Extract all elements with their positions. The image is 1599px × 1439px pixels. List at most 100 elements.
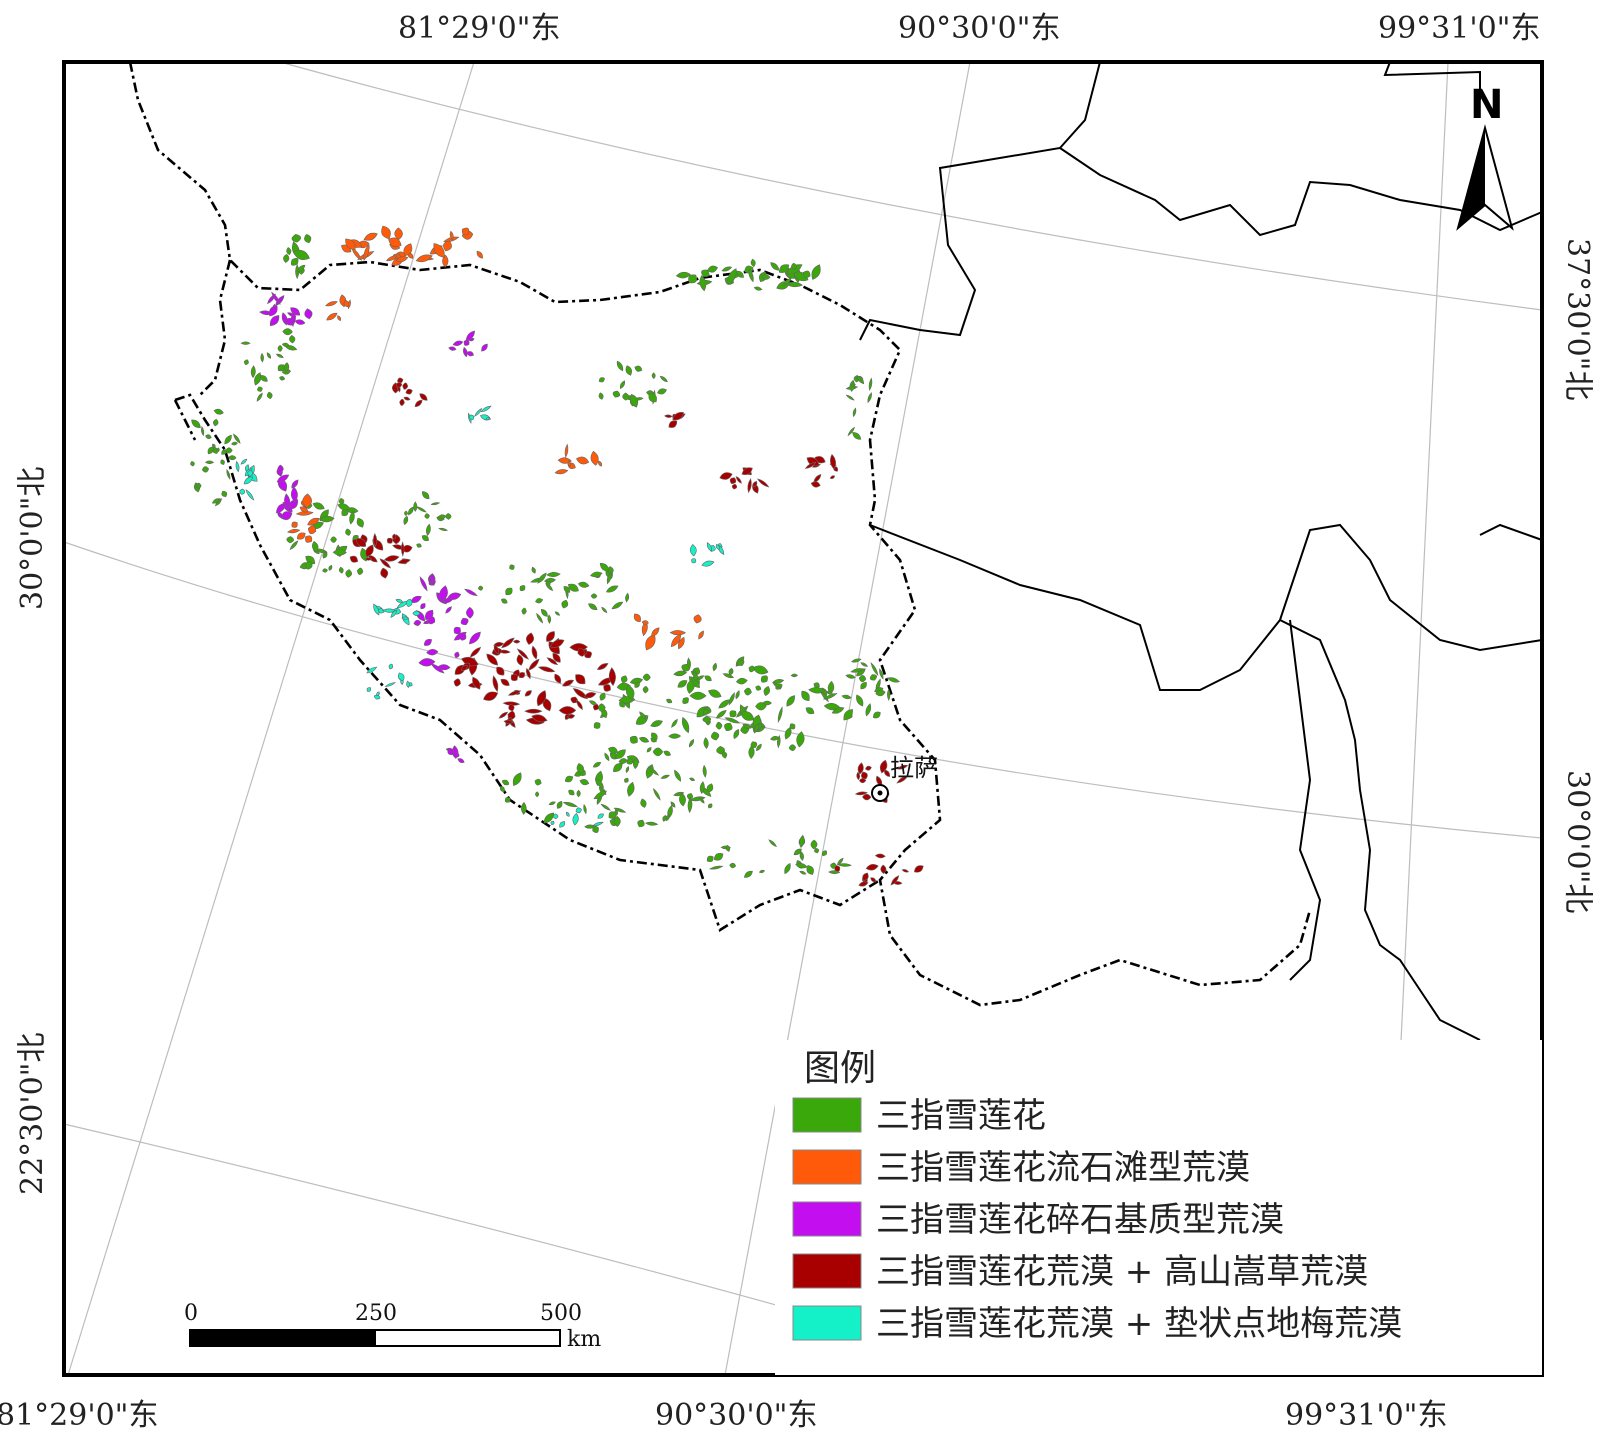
habitat-patch (568, 789, 575, 796)
habitat-patch (502, 701, 521, 706)
legend-swatch (792, 1253, 862, 1289)
habitat-patch (577, 581, 590, 588)
habitat-patch (664, 414, 673, 418)
habitat-patch (259, 375, 268, 382)
habitat-patch (671, 718, 678, 728)
habitat-patch (493, 641, 505, 647)
habitat-patch (501, 598, 508, 604)
habitat-patch (550, 820, 555, 825)
habitat-patch (294, 319, 306, 325)
habitat-patch (752, 480, 758, 488)
habitat-patch (857, 762, 864, 775)
habitat-patch (454, 651, 460, 659)
habitat-patch (639, 711, 647, 720)
habitat-patch (245, 489, 255, 501)
habitat-patch (721, 751, 728, 759)
habitat-patch (345, 238, 356, 250)
habitat-patch (260, 352, 264, 363)
habitat-patch (291, 521, 298, 528)
habitat-patch (886, 677, 901, 683)
habitat-patch (547, 614, 552, 624)
habitat-patch (768, 839, 777, 848)
habitat-patch (572, 812, 579, 826)
legend-label: 三指雪莲花流石滩型荒漠 (876, 1148, 1250, 1188)
habitat-patch (727, 268, 737, 285)
habitat-patch (865, 703, 872, 717)
habitat-patch (312, 502, 325, 510)
habitat-patch (546, 572, 561, 577)
habitat-patch (668, 733, 682, 739)
habitat-patch (869, 674, 877, 681)
habitat-patch (851, 658, 862, 663)
habitat-patch (211, 498, 221, 504)
habitat-patch (343, 300, 350, 308)
habitat-patch (503, 719, 514, 724)
habitat-patch (852, 407, 857, 418)
habitat-patch (718, 699, 731, 709)
legend-label: 三指雪莲花荒漠 + 垫状点地梅荒漠 (876, 1304, 1402, 1344)
habitat-patch (748, 268, 754, 283)
habitat-patch (562, 801, 578, 808)
habitat-patch (243, 476, 253, 485)
habitat-patch (638, 736, 650, 743)
habitat-patch (708, 865, 724, 870)
habitat-patch (293, 250, 310, 260)
habitat-patches (190, 225, 924, 887)
habitat-patch (625, 365, 632, 376)
habitat-patch (682, 697, 689, 704)
habitat-patch (613, 763, 623, 772)
habitat-patch (216, 447, 220, 453)
habitat-patch (660, 774, 670, 779)
habitat-patch (763, 686, 770, 696)
habitat-patch (443, 240, 452, 252)
habitat-patch (401, 616, 410, 620)
habitat-patch (601, 606, 608, 614)
habitat-patch (688, 274, 697, 284)
habitat-patch (445, 606, 452, 614)
habitat-patch (465, 330, 475, 342)
habitat-patch (421, 535, 429, 542)
habitat-patch (373, 694, 381, 700)
habitat-patch (645, 634, 656, 651)
habitat-patch (686, 678, 695, 694)
habitat-patch (651, 732, 658, 740)
habitat-patch (549, 639, 565, 648)
habitat-patch (286, 247, 292, 256)
habitat-patch (598, 786, 607, 795)
habitat-patch (858, 881, 869, 887)
habitat-patch (599, 692, 606, 701)
scale-tick-label: 500 (540, 1301, 582, 1326)
habitat-patch (752, 665, 769, 675)
habitat-patch (322, 552, 328, 559)
habitat-patch (524, 708, 543, 714)
habitat-patch (566, 714, 576, 719)
habitat-patch (201, 466, 210, 473)
habitat-patch (364, 557, 373, 561)
bottom-lon-label: 90°30'0"东 (655, 1398, 817, 1433)
habitat-patch (672, 412, 685, 421)
habitat-patch (474, 407, 483, 417)
habitat-patch (735, 677, 748, 685)
habitat-patch (271, 291, 281, 305)
habitat-patch (632, 757, 639, 770)
habitat-patch (221, 490, 228, 497)
habitat-patch (376, 691, 380, 697)
habitat-patch (307, 517, 320, 526)
habitat-patch (806, 865, 814, 875)
habitat-patch (760, 675, 768, 683)
habitat-patch (351, 247, 362, 261)
habitat-patch (240, 458, 248, 465)
habitat-patch (281, 312, 288, 326)
habitat-patch (332, 549, 347, 556)
habitat-patch (381, 225, 391, 240)
habitat-patch (584, 824, 596, 829)
habitat-patch (663, 750, 671, 756)
habitat-patch (783, 277, 792, 286)
habitat-patch (394, 227, 403, 240)
north-arrow: N (1456, 82, 1514, 231)
habitat-patch (748, 665, 755, 673)
habitat-patch (418, 658, 436, 667)
habitat-patch (600, 803, 611, 811)
habitat-patch (753, 286, 763, 291)
habitat-patch (546, 657, 559, 666)
